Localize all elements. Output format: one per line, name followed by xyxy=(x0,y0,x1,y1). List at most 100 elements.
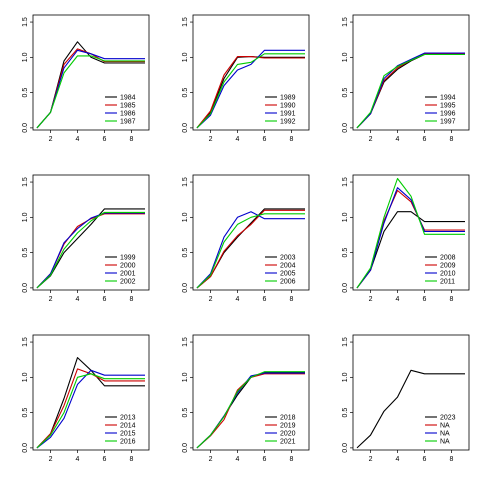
y-tick-label: 1.5 xyxy=(342,177,349,187)
x-tick-label: 2 xyxy=(49,296,53,303)
legend-label: 2001 xyxy=(120,271,136,278)
y-tick-label: 1.0 xyxy=(342,212,349,222)
x-tick-label: 4 xyxy=(76,296,80,303)
y-tick-label: 1.5 xyxy=(22,337,29,347)
series-line-2023 xyxy=(356,369,465,449)
y-tick-label: 1.0 xyxy=(22,52,29,62)
series-line-2005 xyxy=(196,211,305,289)
y-tick-label: 1.0 xyxy=(342,52,349,62)
x-tick-label: 6 xyxy=(263,456,267,463)
x-tick-label: 4 xyxy=(236,456,240,463)
plot-frame xyxy=(352,174,470,291)
plot-frame xyxy=(352,334,470,451)
series-line-1996 xyxy=(356,52,465,129)
legend-label: 2018 xyxy=(280,415,296,422)
legend-label: 1990 xyxy=(280,103,296,110)
legend-label: 2021 xyxy=(280,439,296,446)
series-line-2002 xyxy=(36,211,145,289)
series-line-1991 xyxy=(196,49,305,129)
y-tick-label: 1.5 xyxy=(342,337,349,347)
y-tick-label: 0.5 xyxy=(22,248,29,258)
legend-label: 2015 xyxy=(120,431,136,438)
x-tick-label: 4 xyxy=(396,296,400,303)
x-tick-label: 2 xyxy=(49,136,53,143)
series-line-2004 xyxy=(196,209,305,289)
plot-frame xyxy=(192,14,310,131)
y-tick-label: 1.5 xyxy=(22,177,29,187)
y-tick-label: 0.5 xyxy=(182,88,189,98)
x-tick-label: 2 xyxy=(209,456,213,463)
x-tick-label: 6 xyxy=(263,136,267,143)
legend-label: 1985 xyxy=(120,103,136,110)
plot-frame xyxy=(32,174,150,291)
x-tick-label: 4 xyxy=(396,456,400,463)
x-tick-label: 8 xyxy=(450,136,454,143)
legend-label: 2000 xyxy=(120,263,136,270)
legend-label: NA xyxy=(440,439,450,446)
legend-label: 1996 xyxy=(440,111,456,118)
legend-label: 2009 xyxy=(440,263,456,270)
series-line-2010 xyxy=(356,187,465,289)
series-line-2021 xyxy=(196,371,305,449)
y-tick-label: 0.5 xyxy=(22,88,29,98)
series-line-1987 xyxy=(36,55,145,129)
legend-label: 2013 xyxy=(120,415,136,422)
legend-label: 1992 xyxy=(280,119,296,126)
plot-frame xyxy=(352,14,470,131)
x-tick-label: 6 xyxy=(263,296,267,303)
series-line-2016 xyxy=(36,373,145,449)
legend-label: 1994 xyxy=(440,95,456,102)
y-tick-label: 1.0 xyxy=(342,372,349,382)
y-tick-label: 1.5 xyxy=(342,17,349,27)
y-tick-label: 1.5 xyxy=(182,17,189,27)
legend-label: 1987 xyxy=(120,119,136,126)
x-tick-label: 8 xyxy=(290,296,294,303)
legend-label: NA xyxy=(440,423,450,430)
y-tick-label: 1.0 xyxy=(22,372,29,382)
x-tick-label: 8 xyxy=(130,296,134,303)
y-tick-label: 1.5 xyxy=(182,177,189,187)
x-tick-label: 4 xyxy=(396,136,400,143)
x-tick-label: 4 xyxy=(236,136,240,143)
y-tick-label: 1.5 xyxy=(182,337,189,347)
y-tick-label: 0.5 xyxy=(182,248,189,258)
series-line-2001 xyxy=(36,212,145,289)
x-tick-label: 2 xyxy=(209,136,213,143)
x-tick-label: 2 xyxy=(369,136,373,143)
series-line-2015 xyxy=(36,369,145,449)
y-tick-label: 0.5 xyxy=(342,88,349,98)
series-line-2008 xyxy=(356,211,465,289)
legend-label: 2010 xyxy=(440,271,456,278)
y-tick-label: 0.0 xyxy=(342,123,349,133)
y-tick-label: 0.0 xyxy=(342,283,349,293)
x-tick-label: 4 xyxy=(76,456,80,463)
series-line-2011 xyxy=(356,177,465,289)
plot-frame xyxy=(32,334,150,451)
y-tick-label: 0.0 xyxy=(22,283,29,293)
x-tick-label: 2 xyxy=(369,456,373,463)
x-tick-label: 8 xyxy=(130,456,134,463)
y-tick-label: 1.0 xyxy=(182,52,189,62)
legend-label: 2014 xyxy=(120,423,136,430)
legend-label: 1995 xyxy=(440,103,456,110)
y-tick-label: 1.5 xyxy=(22,17,29,27)
series-line-1992 xyxy=(196,53,305,129)
y-tick-label: 1.0 xyxy=(22,212,29,222)
legend-label: 2016 xyxy=(120,439,136,446)
legend-label: 2020 xyxy=(280,431,296,438)
series-line-1990 xyxy=(196,56,305,129)
y-tick-label: 0.0 xyxy=(182,283,189,293)
y-tick-label: 0.5 xyxy=(182,408,189,418)
legend-label: 2011 xyxy=(440,279,455,286)
x-tick-label: 6 xyxy=(423,456,427,463)
legend-label: 2002 xyxy=(120,279,136,286)
